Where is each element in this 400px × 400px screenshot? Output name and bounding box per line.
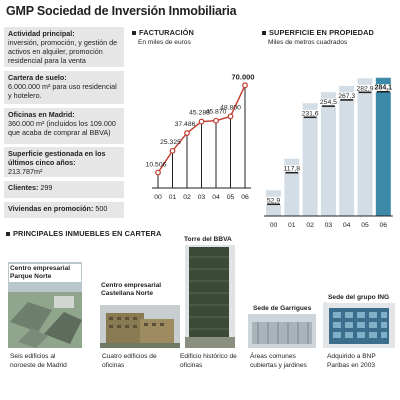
area-x-tick-label: 04 bbox=[343, 222, 351, 228]
building-name-torre-bbva: Torre del BBVA bbox=[183, 235, 245, 245]
revenue-point bbox=[184, 130, 190, 136]
info-box-land: Cartera de suelo: 6.000.000 m² para uso … bbox=[4, 71, 124, 104]
area-label-bg bbox=[337, 92, 357, 101]
area-label-bg bbox=[282, 165, 302, 174]
area-bar bbox=[357, 78, 373, 217]
revenue-chart-subtitle: En miles de euros bbox=[138, 39, 191, 46]
info-label: Actividad principal: bbox=[8, 29, 75, 38]
building-caption-sede-ing: Adquirido a BNP Paribas en 2003 bbox=[327, 353, 376, 369]
revenue-point bbox=[213, 117, 219, 124]
info-box-activity: Actividad principal: inversión, promoció… bbox=[4, 27, 124, 67]
info-text: inversión, promoción, y gestión de activ… bbox=[8, 38, 118, 65]
area-data-label: 231,6 bbox=[302, 110, 319, 117]
info-label: Clientes: bbox=[8, 183, 39, 192]
area-data-label: 284,1 bbox=[375, 85, 393, 92]
revenue-x-tick-label: 02 bbox=[183, 194, 191, 201]
revenue-point bbox=[155, 169, 161, 176]
page-title: GMP Sociedad de Inversión Inmobiliaria bbox=[6, 4, 237, 18]
area-x-tick-label: 05 bbox=[361, 222, 369, 228]
area-chart-subtitle: Miles de metros cuadrados bbox=[268, 39, 348, 46]
area-bar bbox=[302, 103, 318, 216]
info-text: 6.000.000 m² para uso residencial y hote… bbox=[8, 82, 117, 100]
buildings-header: PRINCIPALES INMUEBLES EN CARTERA bbox=[6, 229, 161, 238]
area-label-bg bbox=[318, 98, 339, 107]
revenue-data-label: 37.486 bbox=[175, 121, 196, 128]
area-bar bbox=[375, 77, 391, 216]
building-caption-parque-norte: Seis edificios al noroeste de Madrid bbox=[10, 353, 67, 369]
area-chart-title: SUPERFICIE EN PROPIEDAD bbox=[262, 28, 374, 37]
building-caption-castellana-norte: Cuatro edificios de oficinas bbox=[102, 353, 157, 369]
area-data-label: 52,9 bbox=[267, 197, 280, 204]
revenue-x-tick-label: 06 bbox=[241, 194, 249, 201]
building-name-parque-norte: Centro empresarial Parque Norte bbox=[9, 264, 81, 282]
revenue-x-tick-label: 01 bbox=[169, 194, 177, 201]
info-text: 213.787m² bbox=[8, 167, 43, 176]
building-caption-sede-garrigues: Áreas comunes cubiertas y jardines bbox=[250, 353, 307, 369]
area-label-bg bbox=[373, 84, 394, 93]
info-text: 360.000 m² (incluidos los 109.000 que ac… bbox=[8, 119, 116, 137]
revenue-chart-title: FACTURACIÓN bbox=[132, 28, 194, 37]
info-label: Viviendas en promoción: bbox=[8, 204, 94, 213]
building-name-sede-garrigues: Sede de Garrigues bbox=[252, 304, 318, 314]
area-x-tick-label: 00 bbox=[270, 222, 278, 228]
info-box-managed-area: Superficie gestionada en los últimos cin… bbox=[4, 147, 124, 177]
info-label: Oficinas en Madrid: bbox=[8, 110, 75, 119]
revenue-x-tick-label: 03 bbox=[198, 194, 206, 201]
photo-sede-garrigues bbox=[248, 314, 316, 348]
area-x-tick-label: 06 bbox=[380, 222, 388, 228]
revenue-point bbox=[169, 147, 176, 154]
area-label-bg bbox=[300, 109, 320, 118]
building-name-castellana-norte: Centro empresarial Castellana Norte bbox=[100, 281, 182, 299]
info-label: Superficie gestionada en los últimos cin… bbox=[8, 149, 106, 167]
revenue-point bbox=[242, 82, 248, 89]
revenue-data-label: 70.000 bbox=[232, 72, 255, 81]
info-box-homes: Viviendas en promoción: 500 bbox=[4, 202, 124, 218]
area-label-bg bbox=[355, 84, 375, 93]
revenue-data-label: 45.870 bbox=[206, 109, 227, 116]
area-data-label: 117,8 bbox=[284, 166, 301, 173]
building-name-sede-ing: Sede del grupo ING bbox=[327, 293, 397, 303]
revenue-data-label: 10.506 bbox=[146, 162, 167, 169]
revenue-data-label: 45.288 bbox=[189, 110, 210, 117]
area-x-tick-label: 02 bbox=[306, 222, 314, 228]
info-label: Cartera de suelo: bbox=[8, 73, 67, 82]
revenue-x-tick-label: 05 bbox=[227, 194, 235, 201]
area-data-label: 282,9 bbox=[356, 85, 373, 92]
area-bar-chart: 52,9 00 117,8 01 231,6 02 254,5 03 267,3 04 282,9 0… bbox=[264, 77, 394, 228]
photo-sede-ing bbox=[323, 302, 395, 348]
area-data-label: 267,3 bbox=[338, 93, 355, 100]
area-bar bbox=[320, 92, 336, 216]
area-label-bg bbox=[265, 196, 282, 205]
revenue-point bbox=[227, 113, 234, 120]
area-x-tick-label: 01 bbox=[288, 222, 296, 228]
info-text: 500 bbox=[95, 204, 108, 213]
area-data-label: 254,5 bbox=[320, 99, 337, 106]
info-text: 299 bbox=[40, 183, 53, 192]
info-box-offices: Oficinas en Madrid: 360.000 m² (incluido… bbox=[4, 108, 124, 144]
revenue-data-label: 48.800 bbox=[220, 104, 241, 111]
building-caption-torre-bbva: Edificio histórico de oficinas bbox=[180, 353, 237, 369]
info-box-clients: Clientes: 299 bbox=[4, 181, 124, 198]
photo-castellana-norte bbox=[100, 305, 180, 348]
area-bar bbox=[339, 85, 355, 216]
revenue-point bbox=[198, 118, 205, 125]
area-x-tick-label: 03 bbox=[325, 222, 333, 228]
revenue-x-tick-label: 04 bbox=[212, 194, 220, 201]
revenue-x-tick-label: 00 bbox=[154, 194, 162, 201]
revenue-data-label: 25.325 bbox=[160, 139, 181, 146]
photo-torre-bbva bbox=[185, 245, 235, 348]
